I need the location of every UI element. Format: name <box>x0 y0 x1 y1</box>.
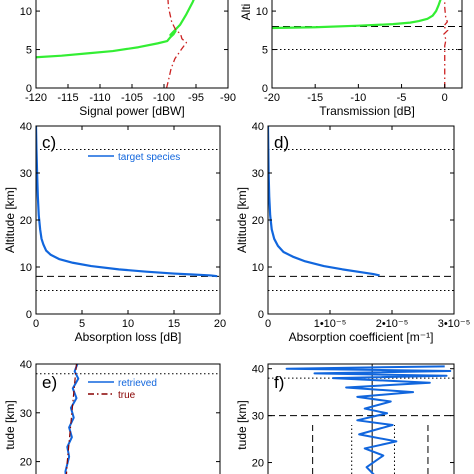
panel-c-x-axis-label: Absorption loss [dB] <box>75 330 182 344</box>
panel-d-y-tick-label: 10 <box>252 262 264 274</box>
panel-d: 0 1•10⁻⁵ 2•10⁻⁵ 3•10⁻⁵ 0 10 20 30 40 Absorption c… <box>235 121 470 344</box>
panel-b-plot-area <box>272 0 462 88</box>
panel-d-y-axis-label: Altitude [km] <box>235 187 249 253</box>
panel-a-x-tick-label: -120 <box>25 92 47 104</box>
panel-e-series-1 <box>65 364 78 474</box>
panel-d-y-tick-label: 40 <box>252 121 264 133</box>
panel-c-letter: c) <box>42 133 56 152</box>
panel-e-series-0 <box>64 364 80 474</box>
panel-f-y-tick-label: 40 <box>252 364 264 376</box>
panel-e-frame <box>35 363 221 474</box>
panel-a-x-tick-label: -90 <box>220 92 236 104</box>
panel-a: -120 -115 -110 -105 -100 -95 -90 0 5 10 Signal pow… <box>20 0 236 118</box>
panel-e-y-tick-label: 20 <box>20 457 32 469</box>
panel-e-legend-label: true <box>118 390 136 401</box>
panel-e-legend-label: retrieved <box>118 378 157 389</box>
panel-c-y-axis-label: Altitude [km] <box>3 187 17 253</box>
panel-d-x-axis-label: Absorption coefficient [m⁻¹] <box>289 330 434 344</box>
panel-a-y-tick-label: 10 <box>20 6 32 18</box>
panel-a-y-tick-label: 5 <box>26 45 32 57</box>
panel-b-y-tick-label: 10 <box>256 6 268 18</box>
panel-b-x-tick-label: -20 <box>264 92 280 104</box>
panel-b-y-tick-label: 0 <box>262 83 268 95</box>
panel-d-y-tick-label: 0 <box>258 309 264 321</box>
panel-f-letter: f) <box>274 373 284 392</box>
panel-b: -20 -15 -10 -5 0 0 5 10 Transmission [dB] Alti <box>239 0 463 118</box>
panel-a-x-tick-label: -105 <box>121 92 143 104</box>
panel-c-x-tick-label: 15 <box>168 318 180 330</box>
panel-b-frame <box>271 0 463 89</box>
panel-f-frame <box>267 363 455 474</box>
panel-d-letter: d) <box>274 133 289 152</box>
panel-f-plot-area <box>268 364 454 474</box>
panel-f: 20 30 40 tude [km] f) <box>235 363 455 474</box>
panel-c-y-tick-label: 40 <box>20 121 32 133</box>
panel-d-plot-area <box>268 126 454 291</box>
panel-c-series-0 <box>36 126 218 278</box>
panel-b-x-axis-label: Transmission [dB] <box>319 104 415 118</box>
panel-c-y-tick-label: 20 <box>20 215 32 227</box>
panel-b-y-tick-label: 5 <box>262 45 268 57</box>
panel-c-y-tick-label: 30 <box>20 168 32 180</box>
panel-c-y-tick-label: 10 <box>20 262 32 274</box>
panel-d-frame <box>267 125 455 315</box>
panel-d-x-tick-label: 2•10⁻⁵ <box>376 318 409 330</box>
panel-e-y-axis-label: tude [km] <box>3 400 17 449</box>
panel-b-x-tick-label: 0 <box>442 92 448 104</box>
panel-f-series-0 <box>285 365 452 474</box>
panel-a-plot-area <box>36 0 195 88</box>
panel-d-y-tick-label: 30 <box>252 168 264 180</box>
panel-f-y-tick-label: 20 <box>252 458 264 470</box>
panel-d-series-0 <box>268 126 380 277</box>
panel-a-x-tick-label: -95 <box>188 92 204 104</box>
panel-b-series-1 <box>442 0 449 88</box>
panel-e-letter: e) <box>42 373 57 392</box>
panel-b-x-tick-label: -5 <box>397 92 407 104</box>
panel-c-x-tick-label: 10 <box>122 318 134 330</box>
panel-b-x-tick-label: -15 <box>307 92 323 104</box>
panel-c-x-tick-label: 0 <box>33 318 39 330</box>
panel-d-x-tick-label: 0 <box>265 318 271 330</box>
panel-a-y-tick-label: 0 <box>26 83 32 95</box>
panel-f-y-tick-label: 30 <box>252 411 264 423</box>
panel-d-x-tick-label: 1•10⁻⁵ <box>314 318 347 330</box>
panel-c-x-tick-label: 5 <box>79 318 85 330</box>
panel-a-series-1 <box>165 0 188 88</box>
panel-a-x-tick-label: -110 <box>89 92 110 104</box>
panel-c-y-tick-label: 0 <box>26 309 32 321</box>
panel-d-x-tick-label: 3•10⁻⁵ <box>438 318 471 330</box>
panel-a-x-tick-label: -100 <box>153 92 175 104</box>
panel-a-frame <box>35 0 229 89</box>
panel-f-y-axis-label: tude [km] <box>235 400 249 449</box>
panel-a-x-axis-label: Signal power [dBW] <box>79 104 184 118</box>
panel-c-x-tick-label: 20 <box>214 318 226 330</box>
panel-b-y-axis-label: Alti <box>239 4 253 21</box>
panel-c-legend: target species <box>88 152 180 163</box>
panel-b-x-tick-label: -10 <box>350 92 366 104</box>
panel-e-y-tick-label: 40 <box>20 359 32 371</box>
panel-e-plot-area <box>36 364 220 474</box>
panel-c: 0 5 10 15 20 0 10 20 30 40 Absorption loss [dB] Alt… <box>3 121 226 344</box>
panel-e-y-tick-label: 30 <box>20 408 32 420</box>
panel-d-y-tick-label: 20 <box>252 215 264 227</box>
panel-a-x-tick-label: -115 <box>57 92 78 104</box>
panel-c-plot-area <box>36 126 220 291</box>
panel-b-series-0 <box>272 0 442 30</box>
panel-c-legend-label: target species <box>118 152 180 163</box>
panel-a-series-0 <box>36 0 195 59</box>
